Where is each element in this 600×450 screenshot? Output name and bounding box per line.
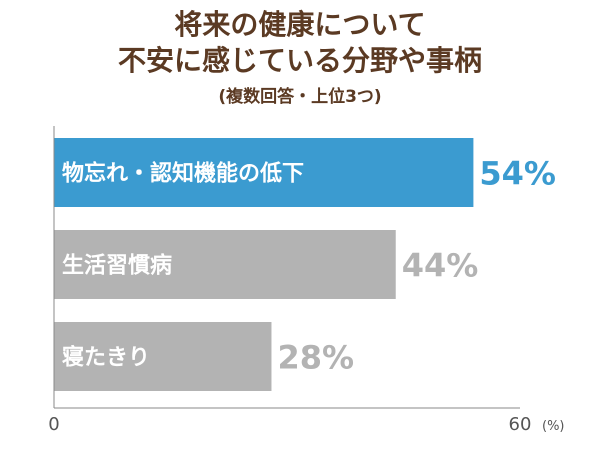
x-tick-label: 60	[509, 414, 532, 435]
chart-subtitle: (複数回答・上位3つ)	[218, 87, 382, 107]
bar-value-label: 44%	[402, 247, 479, 285]
bar-value-label: 28%	[277, 339, 354, 377]
x-tick-label: 0	[48, 414, 59, 435]
x-axis-unit-label: (%)	[542, 419, 565, 434]
bar-category-label: 物忘れ・認知機能の低下	[62, 161, 304, 187]
bar-category-label: 生活習慣病	[62, 253, 172, 279]
bar	[54, 322, 272, 391]
chart-title-line-2: 不安に感じている分野や事柄	[117, 44, 482, 77]
axis-layer: 0 60 (%)	[48, 126, 565, 435]
bar-value-label: 54%	[479, 155, 556, 193]
bar	[54, 138, 474, 207]
bar	[54, 230, 396, 299]
bar-category-label: 寝たきり	[62, 345, 150, 371]
bars-layer: 物忘れ・認知機能の低下 54% 生活習慣病 44% 寝たきり 28%	[54, 138, 556, 391]
chart-title-line-1: 将来の健康について	[174, 8, 426, 41]
